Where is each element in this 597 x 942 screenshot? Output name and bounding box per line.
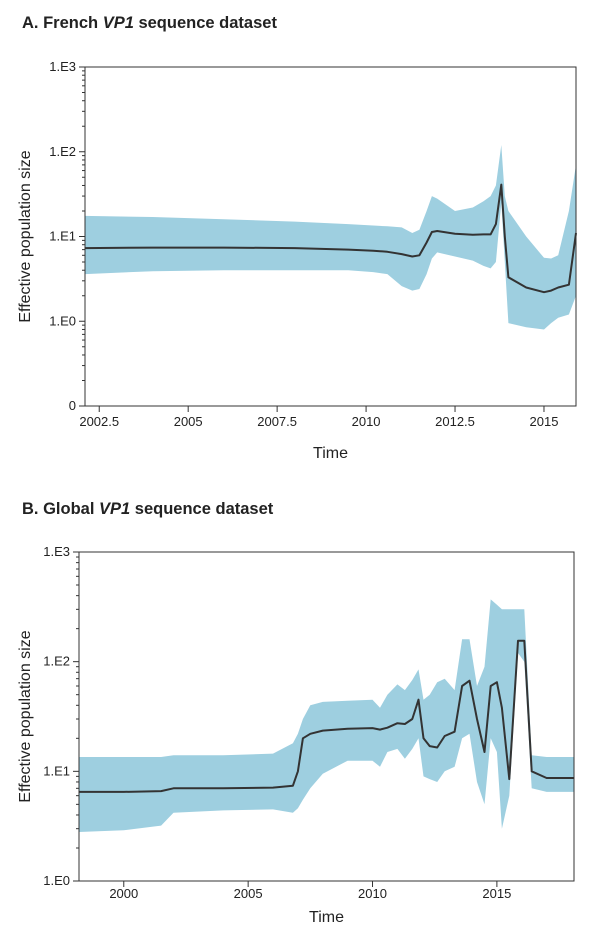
panel-b-title: B. Global VP1 sequence dataset bbox=[22, 500, 274, 518]
x-tick-label: 2007.5 bbox=[257, 414, 297, 429]
y-axis-title: Effective population size bbox=[17, 630, 34, 802]
chart-panel-1: 1.E0 1.E1 1.E2 1.E3 2000 2005 2010 2015 Time Effe… bbox=[17, 544, 575, 926]
x-axis-title: Time bbox=[313, 445, 348, 462]
x-tick-label: 2010 bbox=[358, 886, 387, 901]
y-tick-label: 1.E0 bbox=[43, 873, 70, 888]
y-axis-title: Effective population size bbox=[17, 150, 34, 322]
credible-interval-band bbox=[85, 145, 576, 330]
y-tick-label: 1.E3 bbox=[49, 59, 76, 74]
panel-a-title: A. French VP1 sequence dataset bbox=[22, 14, 277, 32]
median-line bbox=[79, 639, 574, 793]
x-tick-label: 2012.5 bbox=[435, 414, 475, 429]
y-tick-label: 1.E1 bbox=[43, 763, 70, 778]
x-axis-title: Time bbox=[309, 909, 344, 926]
x-tick-label: 2005 bbox=[174, 414, 203, 429]
credible-interval-band bbox=[79, 599, 574, 832]
y-tick-label: 1.E1 bbox=[49, 229, 76, 244]
y-tick-label: 1.E0 bbox=[49, 313, 76, 328]
y-tick-label: 1.E2 bbox=[43, 654, 70, 669]
x-tick-label: 2010 bbox=[352, 414, 381, 429]
median-line bbox=[84, 183, 577, 294]
chart-panel-0: 0 1.E0 1.E1 1.E2 1.E3 2002.5 2005 2007.5 2010 201… bbox=[17, 59, 577, 462]
plot-frame bbox=[78, 551, 575, 882]
y-tick-label: 1.E3 bbox=[43, 544, 70, 559]
x-tick-label: 2015 bbox=[482, 886, 511, 901]
x-tick-label: 2005 bbox=[234, 886, 263, 901]
x-tick-label: 2000 bbox=[109, 886, 138, 901]
y-tick-label: 0 bbox=[69, 398, 76, 413]
y-tick-label: 1.E2 bbox=[49, 144, 76, 159]
x-tick-label: 2002.5 bbox=[79, 414, 119, 429]
x-tick-label: 2015 bbox=[530, 414, 559, 429]
